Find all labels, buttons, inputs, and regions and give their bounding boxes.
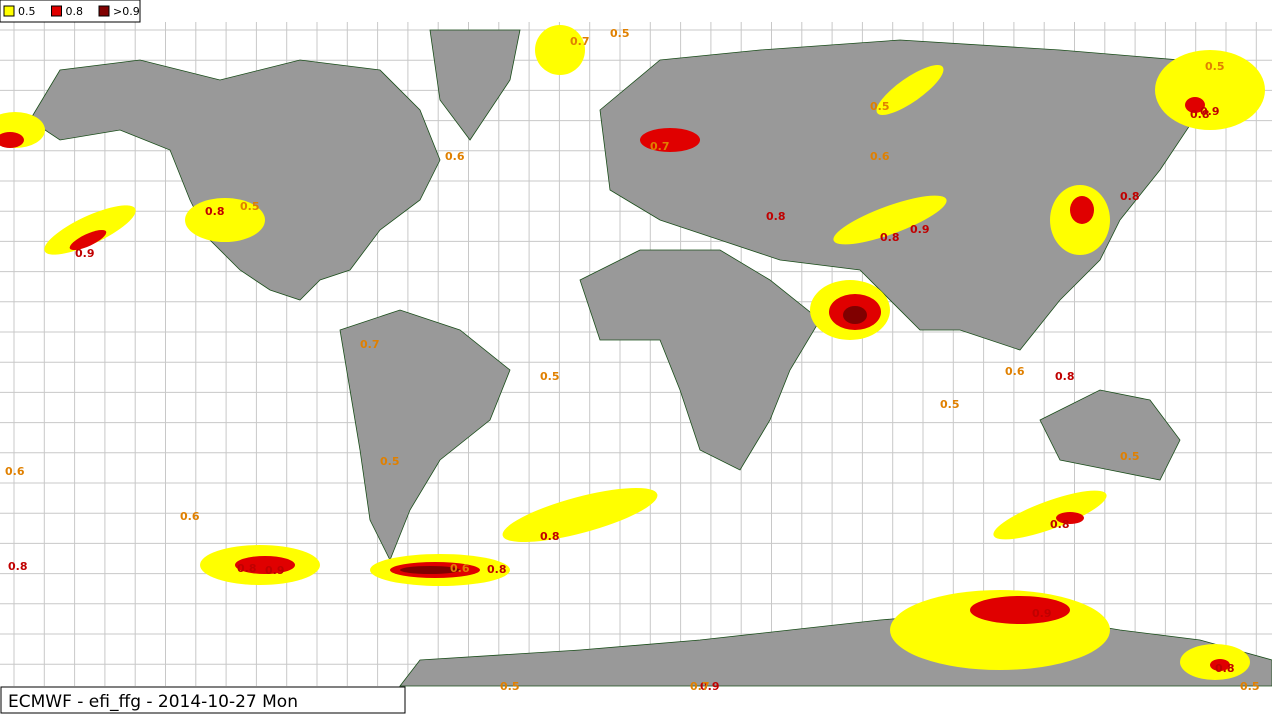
contour-label: 0.9 [1032, 607, 1052, 620]
contour-label: 0.9 [1200, 105, 1220, 118]
field-high [1070, 196, 1094, 224]
contour-label: 0.5 [1120, 450, 1140, 463]
contour-labels: 0.80.60.80.90.8 0.80.90.80.90.80.80.70.50… [5, 27, 1260, 693]
contour-label: 0.8 [8, 560, 28, 573]
south-america [339, 309, 511, 561]
contour-label: 0.8 [1055, 370, 1075, 383]
field-high [0, 132, 24, 148]
greenland [429, 29, 521, 141]
field-high [1210, 659, 1230, 671]
field-high [235, 556, 295, 574]
contour-label: 0.8 [205, 205, 225, 218]
contour-label: 0.8 [1050, 518, 1070, 531]
contour-label: 0.8 [237, 562, 257, 575]
contour-label: 0.5 [500, 680, 520, 693]
contour-label: 0.6 [450, 562, 470, 575]
title-box [0, 686, 406, 714]
contour-label: 0.5 [1205, 60, 1225, 73]
title: ECMWF - efi_ffg - 2014-10-27 Mon [8, 692, 298, 712]
contour-label: 0.6 [1005, 365, 1025, 378]
contour-label: 0.9 [700, 680, 720, 693]
field-low [44, 205, 136, 255]
legend-label: 0.5 [18, 5, 36, 18]
field-low [185, 198, 265, 242]
contour-label: 0.5 [380, 455, 400, 468]
legend-label: 0.8 [66, 5, 84, 18]
field-high [970, 596, 1070, 624]
contour-label: 0.5 [540, 370, 560, 383]
africa [579, 249, 821, 471]
legend-swatch [98, 5, 110, 17]
contour-label: 0.8 [1215, 662, 1235, 675]
contour-label: 0.6 [445, 150, 465, 163]
contour-label: 0.5 [1240, 680, 1260, 693]
contour-label: 0.7 [650, 140, 670, 153]
contour-label: 0.6 [180, 510, 200, 523]
field-high [69, 229, 107, 251]
contour-label: 0.6 [870, 150, 890, 163]
field-low [876, 65, 944, 115]
field-top [843, 306, 867, 324]
contour-label: 0.6 [5, 465, 25, 478]
north-america [29, 59, 441, 301]
contour-label: 0.5 [940, 398, 960, 411]
field-low [833, 195, 947, 245]
contour-label: 0.9 [265, 564, 285, 577]
field-high [1056, 512, 1084, 524]
legend: 0.5 0.8 >0.9 [3, 5, 140, 18]
field-low [535, 25, 585, 75]
contour-label: 0.8 [1120, 190, 1140, 203]
contour-label: 0.8 [487, 563, 507, 576]
field-high [1185, 97, 1205, 113]
legend-label: >0.9 [113, 5, 140, 18]
contour-label: 0.9 [910, 223, 930, 236]
field-low [993, 490, 1107, 540]
contour-label: 0.5 [240, 200, 260, 213]
contour-label: 0.8 [880, 231, 900, 244]
contour-label: 0.8 [766, 210, 786, 223]
contour-label: 0.7 [690, 680, 710, 693]
contour-label: 0.7 [570, 35, 590, 48]
contour-label: 0.5 [870, 100, 890, 113]
eurasia [599, 39, 1201, 351]
contour-label: 0.8 [540, 530, 560, 543]
legend-swatch [3, 5, 15, 17]
australia [1039, 389, 1181, 481]
legend-swatch [51, 5, 62, 17]
contour-label: 0.9 [75, 247, 95, 260]
field-top [400, 566, 460, 574]
efi-fields [0, 25, 1265, 680]
contour-label: 0.8 [1190, 108, 1210, 121]
field-low [1155, 50, 1265, 130]
field-low [502, 487, 658, 543]
field-high [640, 128, 700, 152]
contour-label: 0.5 [610, 27, 630, 40]
contour-label: 0.7 [360, 338, 380, 351]
